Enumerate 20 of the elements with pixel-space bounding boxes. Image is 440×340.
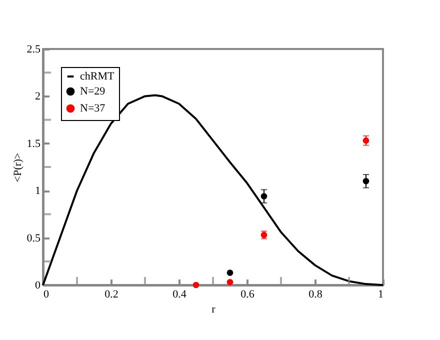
point	[226, 279, 234, 286]
y-tick-label: 0.5	[26, 232, 41, 244]
y-axis-title: <P(r)>	[12, 152, 24, 182]
legend-label: N=37	[80, 102, 106, 114]
point	[192, 282, 200, 288]
legend-label: N=29	[80, 86, 106, 98]
x-tick-label: 0.2	[104, 288, 118, 300]
y-tick-label: 2	[35, 90, 40, 103]
y-tick-label: 0	[35, 280, 41, 292]
x-tick-label: 0.8	[308, 288, 323, 300]
x-tick-label: 0	[44, 288, 50, 300]
point	[226, 270, 234, 276]
x-tick-label: 0.6	[240, 288, 255, 300]
y-tick-label: 1.5	[26, 138, 41, 150]
legend-label: chRMT	[80, 70, 114, 82]
x-tick-label: 1	[378, 288, 384, 300]
y-tick-label: 1	[35, 185, 40, 198]
y-tick-label: 2.5	[26, 44, 41, 56]
x-tick-label: 0.4	[172, 288, 187, 300]
x-axis-title: r	[212, 304, 216, 316]
